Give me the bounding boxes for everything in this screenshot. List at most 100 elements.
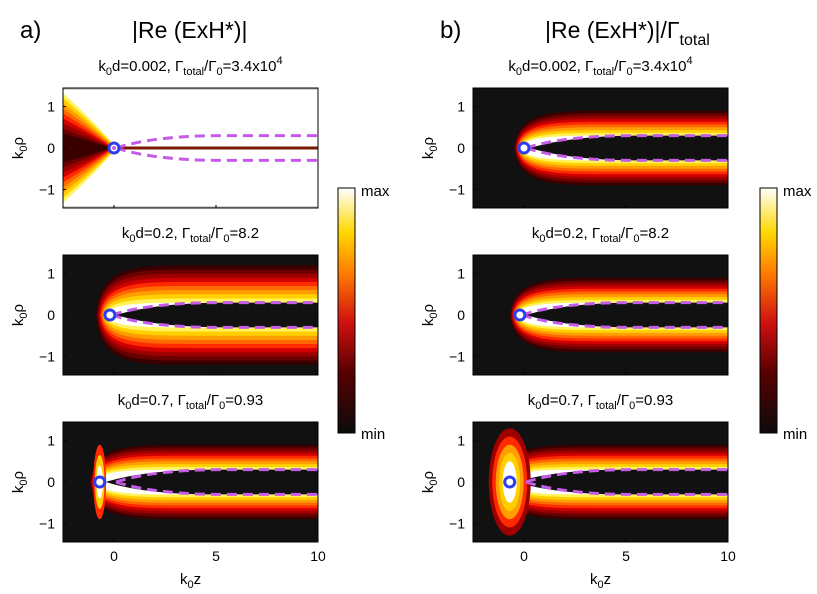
contour-level: [63, 133, 111, 163]
x-axis-label-tail: z: [194, 571, 202, 588]
heatmap: [63, 255, 318, 375]
dashed-boundary-curve: [521, 301, 728, 329]
y-tick-label: −1: [449, 348, 465, 364]
y-axis-label: k0ρ: [420, 471, 440, 493]
source-marker: [517, 141, 531, 155]
panel-b-header-main: |Re (ExH*)|/Γ: [545, 17, 680, 43]
y-tick-label: −1: [449, 181, 465, 197]
y-axis-label-tail: ρ: [10, 137, 27, 146]
subplot-title-part: d=0.7, Γ: [541, 392, 596, 409]
y-tick-label: 1: [457, 99, 465, 115]
y-axis-label: k0ρ: [10, 471, 30, 493]
x-axis-label: k0z: [590, 571, 611, 591]
subplot-title-part: total: [600, 233, 621, 245]
subplot-title-part: /Γ: [621, 225, 633, 242]
colorbars: max min max min: [337, 183, 812, 443]
subplot-title-part: total: [186, 400, 207, 412]
source-marker: [513, 308, 527, 322]
subplot-title-part: k: [98, 58, 106, 75]
x-tick-label: 5: [212, 548, 220, 564]
subplot-title: k0d=0.002, Γtotal/Γ0=3.4x104: [98, 55, 282, 78]
subplot-title-part: total: [596, 400, 617, 412]
y-axis-label-sub: 0: [18, 479, 30, 485]
subplot-title-part: k: [118, 392, 126, 409]
x-tick-label: 10: [720, 548, 736, 564]
y-axis-label-sub: 0: [18, 145, 30, 151]
colorbar-gradient: [337, 187, 356, 434]
y-axis-label-base: k: [420, 151, 437, 159]
y-axis-label-sub: 0: [428, 312, 440, 318]
y-tick-label: 0: [457, 474, 465, 490]
y-tick-label: −1: [39, 348, 55, 364]
source-marker: [503, 475, 517, 489]
y-axis-label-tail: ρ: [420, 304, 437, 313]
x-axis-label-sub: 0: [597, 579, 603, 591]
y-tick-label: 1: [47, 433, 55, 449]
subplot-title: k0d=0.7, Γtotal/Γ0=0.93: [118, 392, 264, 412]
y-axis-label: k0ρ: [10, 137, 30, 159]
x-axis-label-sub: 0: [187, 579, 193, 591]
subplot-title-part: 0: [539, 233, 545, 245]
subplot-title-part: /Γ: [204, 58, 216, 75]
colorbar-min-label: min: [361, 426, 385, 443]
subplot-title-part: /Γ: [617, 392, 629, 409]
x-axis-label-base: k: [590, 571, 598, 588]
x-axis-label-base: k: [180, 571, 188, 588]
heatmap: [473, 88, 728, 208]
beam-core: [515, 469, 728, 495]
y-axis-label-base: k: [420, 318, 437, 326]
y-tick-label: 0: [47, 307, 55, 323]
subplot-title-part: k: [508, 58, 516, 75]
beam-core: [530, 135, 728, 161]
dashed-boundary-curve: [525, 134, 728, 162]
y-axis-label-tail: ρ: [10, 304, 27, 313]
subplot-title-part: 0: [629, 400, 635, 412]
subplot-title: k0d=0.002, Γtotal/Γ0=3.4x104: [508, 55, 692, 78]
dashed-boundary-curve: [115, 468, 318, 496]
x-tick-label: 0: [520, 548, 528, 564]
subplot-title-part: 0: [516, 66, 522, 78]
panel-b-header: |Re (ExH*)|/Γtotal: [545, 17, 710, 49]
subplot-title-part: /Γ: [211, 225, 223, 242]
y-axis-label-tail: ρ: [420, 471, 437, 480]
panel-b-letter: b): [440, 17, 461, 44]
subplot-title-part: =8.2: [639, 225, 669, 242]
axis-line: [114, 146, 318, 150]
panel-a-letter: a): [20, 17, 41, 44]
subplot-title-part: k: [528, 392, 536, 409]
y-axis-label-sub: 0: [428, 479, 440, 485]
subplot-title-part: /Γ: [614, 58, 626, 75]
subplot-title-part: d=0.2, Γ: [546, 225, 601, 242]
y-axis-label-sub: 0: [428, 145, 440, 151]
colorbar-max-label: max: [783, 183, 812, 200]
subplot-title-part: =3.4x10: [223, 58, 277, 75]
y-axis-label-base: k: [10, 318, 27, 326]
y-tick-label: 0: [47, 140, 55, 156]
y-tick-label: −1: [39, 515, 55, 531]
x-tick-label: 10: [310, 548, 326, 564]
subplot-title-part: 4: [686, 55, 692, 67]
subplot-title-part: 0: [223, 233, 229, 245]
subplot-title-part: 0: [129, 233, 135, 245]
subplot-title-part: d=0.7, Γ: [131, 392, 186, 409]
subplot-title-part: =0.93: [225, 392, 263, 409]
subplot-title-part: d=0.2, Γ: [136, 225, 191, 242]
y-axis-label: k0ρ: [10, 304, 30, 326]
beam-core: [115, 302, 318, 328]
subplot-title-part: d=0.002, Γ: [522, 58, 593, 75]
y-tick-label: 1: [47, 266, 55, 282]
beam-core: [525, 302, 728, 328]
y-tick-label: 1: [457, 266, 465, 282]
heatmap: [473, 255, 728, 375]
source-marker: [103, 308, 117, 322]
subplot-title-part: 0: [535, 400, 541, 412]
panel-a-header: |Re (ExH*)|: [132, 17, 247, 43]
subplot-title-part: 0: [219, 400, 225, 412]
subplot-title-part: k: [122, 225, 130, 242]
y-axis-label: k0ρ: [420, 137, 440, 159]
dashed-boundary-curve: [525, 468, 728, 496]
subplot-title-part: 0: [217, 66, 223, 78]
